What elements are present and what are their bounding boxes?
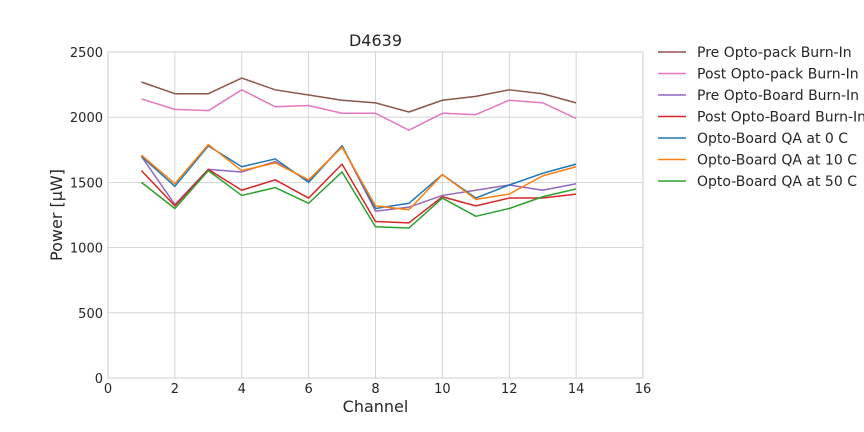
legend-label: Opto-Board QA at 0 C bbox=[697, 131, 848, 147]
y-tick-label: 2000 bbox=[70, 111, 103, 126]
y-tick-label: 1500 bbox=[70, 176, 103, 191]
y-tick-label: 2500 bbox=[70, 46, 103, 61]
series-line-2 bbox=[141, 89, 577, 131]
x-tick-label: 14 bbox=[568, 382, 585, 397]
series-line-4 bbox=[140, 163, 577, 224]
y-tick-label: 0 bbox=[95, 372, 103, 387]
x-tick-label: 4 bbox=[238, 382, 246, 397]
grid bbox=[107, 51, 644, 379]
y-axis-label: Power [μW] bbox=[47, 169, 66, 261]
series-lines bbox=[140, 77, 577, 229]
x-tick-label: 0 bbox=[104, 382, 112, 397]
x-tick-label: 6 bbox=[304, 382, 312, 397]
x-tick-label: 16 bbox=[635, 382, 652, 397]
legend-item: Post Opto-pack Burn-In bbox=[658, 67, 859, 83]
legend: Pre Opto-pack Burn-In Post Opto-pack Burn… bbox=[658, 45, 864, 190]
chart-title: D4639 bbox=[349, 31, 402, 50]
x-axis-label: Channel bbox=[343, 397, 409, 416]
legend-item: Pre Opto-Board Burn-In bbox=[658, 88, 859, 104]
x-tick-label: 12 bbox=[501, 382, 518, 397]
series-line-7 bbox=[140, 169, 577, 229]
legend-label: Post Opto-pack Burn-In bbox=[697, 67, 859, 83]
x-tick-label: 2 bbox=[171, 382, 179, 397]
x-tick-label: 8 bbox=[371, 382, 379, 397]
legend-label: Pre Opto-Board Burn-In bbox=[697, 88, 859, 104]
y-tick-label: 1000 bbox=[70, 242, 103, 257]
y-tick-label: 500 bbox=[78, 307, 103, 322]
legend-label: Opto-Board QA at 50 C bbox=[697, 174, 857, 190]
plot-frame bbox=[107, 51, 644, 379]
x-tick-label: 10 bbox=[434, 382, 451, 397]
axes: 0 2 4 6 8 10 12 14 16 0 500 1000 1500 2000 2500 bbox=[70, 46, 651, 397]
legend-item: Pre Opto-pack Burn-In bbox=[658, 45, 852, 61]
legend-item: Opto-Board QA at 50 C bbox=[658, 174, 857, 190]
series-line-1 bbox=[141, 77, 577, 113]
legend-item: Opto-Board QA at 10 C bbox=[658, 153, 857, 169]
legend-label: Pre Opto-pack Burn-In bbox=[697, 45, 852, 61]
legend-item: Post Opto-Board Burn-In bbox=[658, 110, 864, 126]
legend-item: Opto-Board QA at 0 C bbox=[658, 131, 848, 147]
legend-label: Post Opto-Board Burn-In bbox=[697, 110, 864, 126]
series-line-6 bbox=[140, 143, 577, 211]
legend-label: Opto-Board QA at 10 C bbox=[697, 153, 857, 169]
